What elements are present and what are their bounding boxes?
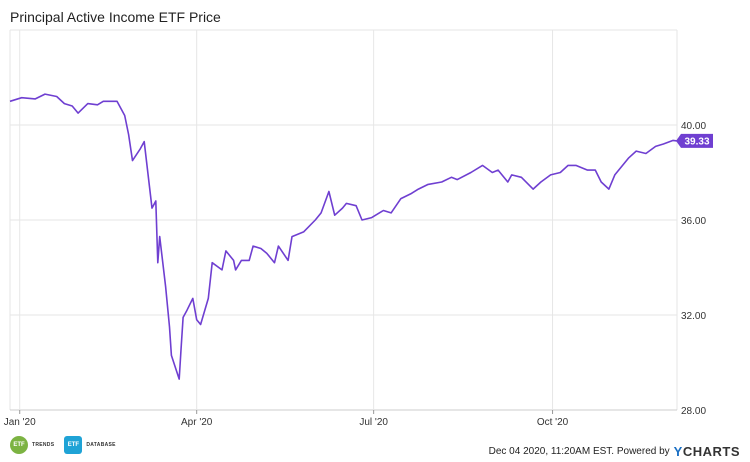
y-axis-ticks: 28.00 32.00 36.00 40.00: [681, 121, 706, 417]
last-value-badge-label: 39.33: [684, 136, 709, 147]
ycharts-logo-rest: CHARTS: [682, 444, 740, 459]
x-tick-label: Apr '20: [181, 417, 213, 428]
y-tick-label: 28.00: [681, 406, 706, 417]
y-tick-label: 40.00: [681, 121, 706, 132]
series-layer: [9, 93, 678, 380]
last-value-badge: 39.33: [676, 133, 713, 148]
etf-trends-logo-text: TRENDS: [32, 442, 55, 448]
etf-database-logo-text: DATABASE: [86, 442, 116, 448]
etf-trends-logo-icon: ETF: [10, 436, 28, 454]
x-tick-label: Oct '20: [537, 417, 569, 428]
x-tick-label: Jan '20: [4, 417, 36, 428]
chart-title: Principal Active Income ETF Price: [10, 9, 221, 25]
y-tick-label: 36.00: [681, 216, 706, 227]
x-tick-label: Jul '20: [359, 417, 388, 428]
x-axis-ticks: Jan '20 Apr '20 Jul '20 Oct '20: [4, 410, 569, 428]
ycharts-logo-y: Y: [673, 444, 683, 459]
y-tick-label: 32.00: [681, 311, 706, 322]
timestamp-text: Dec 04 2020, 11:20AM EST. Powered by: [488, 446, 670, 457]
ycharts-logo: YCHARTS: [674, 444, 740, 459]
grid-lines: [9, 29, 678, 411]
footer-attribution: Dec 04 2020, 11:20AM EST. Powered by YCH…: [489, 444, 740, 459]
footer-logos: ETF TRENDS ETF DATABASE: [10, 436, 116, 454]
etf-database-logo-icon: ETF: [64, 436, 83, 454]
last-value-badge-shape: [676, 133, 713, 148]
price-series-line: [9, 93, 678, 380]
